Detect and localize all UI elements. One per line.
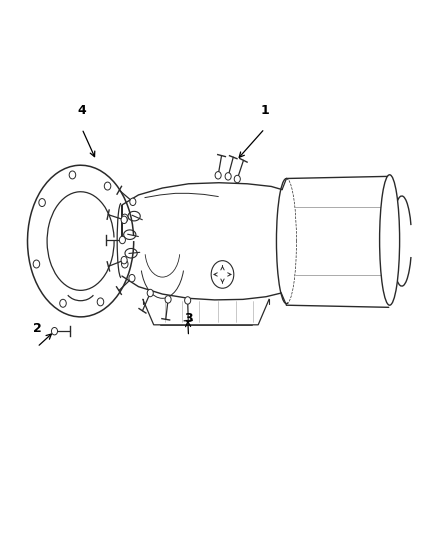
Circle shape [129,274,135,282]
Text: 3: 3 [184,312,193,325]
Circle shape [147,289,153,297]
Circle shape [225,173,231,180]
Text: 2: 2 [33,322,42,335]
Circle shape [165,296,171,303]
Circle shape [69,171,76,179]
Circle shape [97,298,104,306]
Circle shape [39,199,46,206]
Circle shape [215,172,221,179]
Circle shape [60,300,66,307]
Circle shape [130,198,136,206]
Circle shape [119,236,125,244]
Circle shape [121,256,127,264]
Circle shape [234,175,240,183]
Circle shape [33,260,40,268]
Circle shape [51,327,57,335]
Circle shape [121,216,127,223]
Circle shape [121,260,128,268]
Text: 4: 4 [78,104,86,117]
Circle shape [104,182,111,190]
Ellipse shape [380,175,399,305]
Circle shape [185,297,191,304]
Circle shape [121,214,128,222]
Text: 1: 1 [260,104,269,117]
